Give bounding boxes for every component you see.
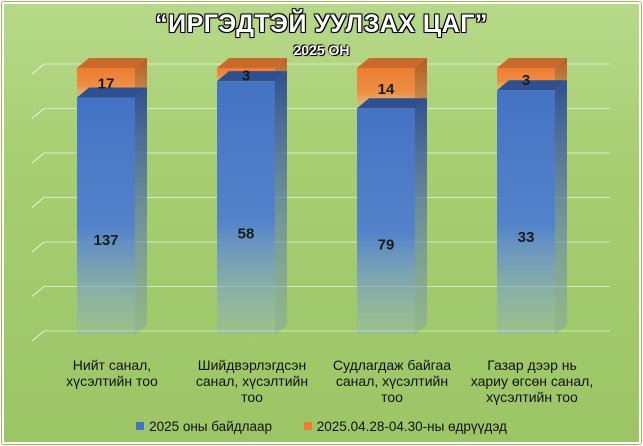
gridline-tick <box>31 330 45 342</box>
bar-top-blue <box>497 80 567 91</box>
category-label-line: хариу өгсөн санал, <box>470 373 594 389</box>
chart-legend: 2025 оны байдлаар 2025.04.28-04.30-ны өд… <box>0 419 643 434</box>
bar-segment-blue <box>497 90 555 335</box>
legend-item-series-1: 2025 оны байдлаар <box>136 419 272 434</box>
data-label-orange: 17 <box>98 76 115 93</box>
bar-top-orange <box>77 58 147 68</box>
gridline-tick <box>31 197 45 208</box>
category-label: Нийт санал, хүсэлтийн тоо <box>42 357 182 389</box>
gridline-tick <box>31 241 45 253</box>
bar-top-blue <box>357 98 427 109</box>
bar-side-blue <box>415 98 427 336</box>
legend-label-series-1: 2025 оны байдлаар <box>149 419 273 434</box>
gridline-tick <box>31 63 45 75</box>
category-label-line: Нийт санал, <box>72 357 152 373</box>
category-label-line: санал, хүсэлтийн <box>195 373 309 389</box>
category-label-line: тоо <box>381 389 403 405</box>
data-label-orange: 14 <box>378 81 395 98</box>
legend-label-series-2: 2025.04.28-04.30-ны өдрүүдэд <box>316 419 507 434</box>
data-label-orange: 3 <box>522 72 530 89</box>
bar-segment-blue <box>357 108 415 336</box>
legend-swatch-blue <box>136 422 145 430</box>
bar-segment-blue <box>217 81 275 335</box>
category-label-line: Судлагдаж байгаа <box>332 357 452 373</box>
legend-item-series-2: 2025.04.28-04.30-ны өдрүүдэд <box>303 419 507 434</box>
data-label-blue: 79 <box>378 236 395 253</box>
category-label-line: тоо <box>241 389 263 405</box>
bar-top-blue <box>77 87 147 98</box>
category-label-line: Шийдвэрлэгдсэн <box>197 357 307 373</box>
bar-side-blue <box>135 87 147 335</box>
category-label: Шийдвэрлэгдсэн санал, хүсэлтийн тоо <box>182 357 322 405</box>
bar-top-orange <box>357 58 427 68</box>
gridline-tick <box>31 108 45 119</box>
data-label-orange: 3 <box>242 68 250 85</box>
bar-segment-blue <box>77 97 135 335</box>
chart-title: “ИРГЭДТЭЙ УУЛЗАХ ЦАГ” <box>155 10 488 38</box>
category-label-line: санал, хүсэлтийн <box>335 373 449 389</box>
bar-top-orange <box>217 58 287 68</box>
chart-subtitle: 2025 ОН <box>293 42 350 58</box>
data-label-blue: 33 <box>518 229 535 246</box>
bar-side-blue <box>555 80 567 335</box>
bar-side-orange <box>415 58 427 109</box>
gridline-tick <box>31 286 45 297</box>
data-label-blue: 58 <box>238 225 255 242</box>
bar-top-blue <box>217 71 287 82</box>
category-label-line: Газар дээр нь <box>487 357 577 373</box>
category-label-line: хүсэлтийн тоо <box>66 373 158 389</box>
bar-side-blue <box>275 71 287 335</box>
category-label: Газар дээр нь хариу өгсөн санал, хүсэлтийн… <box>462 357 602 405</box>
data-label-blue: 137 <box>93 232 118 249</box>
category-label: Судлагдаж байгаа санал, хүсэлтийн тоо <box>322 357 462 405</box>
category-label-line: хүсэлтийн тоо <box>486 389 578 405</box>
bar-top-orange <box>497 58 567 68</box>
gridline-tick <box>31 152 45 164</box>
legend-swatch-orange <box>303 422 312 430</box>
